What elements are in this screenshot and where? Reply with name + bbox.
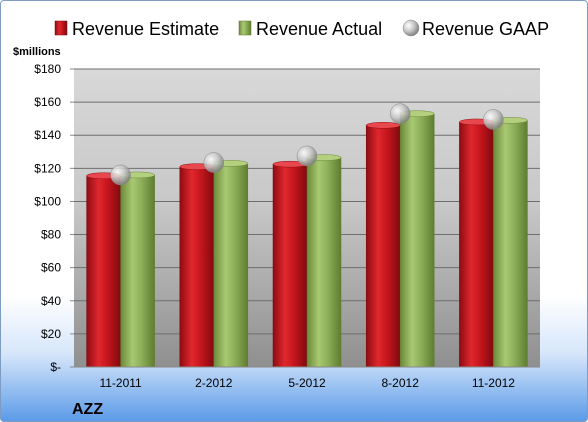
bar-top-revenue-estimate bbox=[365, 122, 401, 129]
legend-swatch bbox=[238, 20, 252, 36]
legend-swatch bbox=[402, 19, 420, 37]
bar-revenue-estimate bbox=[459, 121, 494, 368]
y-tick-label: $120 bbox=[34, 161, 61, 175]
bar-revenue-estimate bbox=[179, 166, 215, 368]
y-tick-label: $- bbox=[50, 360, 61, 374]
y-axis-ticks: $- $20 $40 $60 $80 $100 $120 $140 $160 $180 bbox=[34, 62, 74, 374]
x-tick-label: 11-2012 bbox=[472, 376, 515, 390]
legend-label: Revenue GAAP bbox=[422, 19, 549, 39]
marker-revenue-gaap bbox=[483, 109, 504, 130]
gaap-markers bbox=[110, 103, 504, 186]
bar-revenue-actual bbox=[399, 113, 435, 368]
bar-revenue-actual bbox=[493, 120, 528, 368]
y-tick-label: $40 bbox=[41, 294, 61, 308]
bar-revenue-actual bbox=[306, 157, 342, 368]
y-tick-label: $20 bbox=[41, 327, 61, 341]
bar-revenue-actual bbox=[120, 174, 155, 368]
y-tick-label: $100 bbox=[34, 194, 61, 208]
bar-revenue-estimate bbox=[272, 163, 308, 368]
x-tick-label: 8-2012 bbox=[382, 376, 420, 390]
y-tick-label: $140 bbox=[34, 128, 61, 142]
bar-revenue-actual bbox=[213, 163, 249, 368]
y-tick-label: $80 bbox=[41, 228, 61, 242]
y-tick-label: $160 bbox=[34, 95, 61, 109]
x-tick-label: 5-2012 bbox=[288, 376, 326, 390]
marker-revenue-gaap bbox=[389, 103, 411, 124]
legend: Revenue Estimate Revenue Actual Revenue GA… bbox=[54, 19, 549, 39]
y-tick-label: $60 bbox=[41, 261, 61, 275]
ticker-label: AZZ bbox=[72, 401, 103, 418]
marker-revenue-gaap bbox=[110, 164, 131, 186]
y-axis-unit-label: $millions bbox=[13, 46, 61, 58]
marker-revenue-gaap bbox=[296, 145, 318, 167]
bar-revenue-estimate bbox=[365, 125, 401, 368]
legend-swatch bbox=[54, 20, 68, 36]
x-axis-ticks: 11-2011 2-2012 5-2012 8-2012 11-2012 bbox=[99, 376, 515, 390]
marker-revenue-gaap bbox=[203, 152, 225, 173]
y-tick-label: $180 bbox=[34, 62, 61, 76]
legend-label: Revenue Estimate bbox=[72, 19, 219, 39]
bars bbox=[86, 110, 528, 368]
bar-revenue-estimate bbox=[86, 175, 121, 368]
x-tick-label: 2-2012 bbox=[195, 376, 233, 390]
x-tick-label: 11-2011 bbox=[99, 376, 142, 390]
legend-label: Revenue Actual bbox=[256, 19, 382, 39]
